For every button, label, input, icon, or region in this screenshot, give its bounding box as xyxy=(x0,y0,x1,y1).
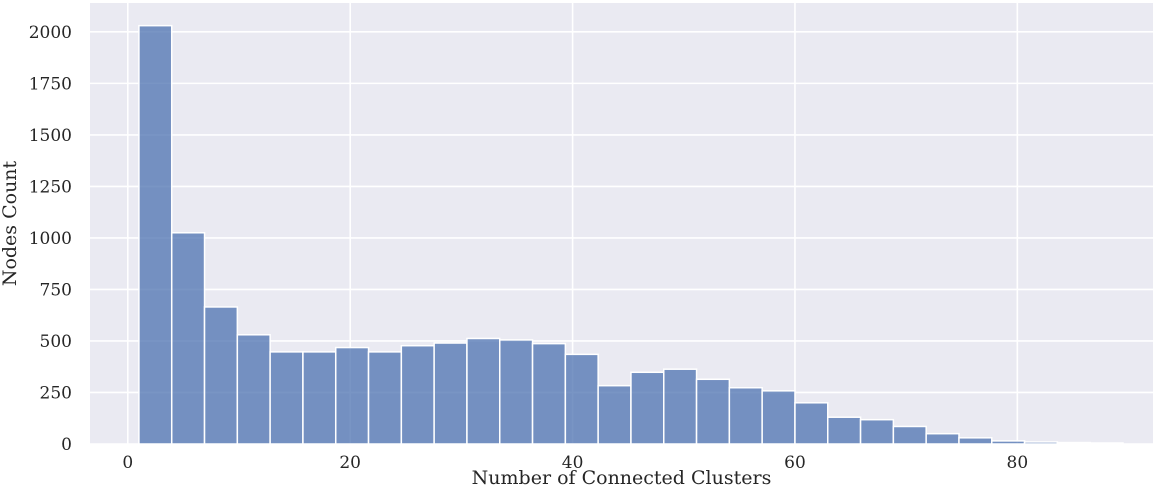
histogram-bar xyxy=(1056,441,1091,445)
y-tick-label: 1250 xyxy=(29,177,72,197)
y-tick-label: 500 xyxy=(40,332,72,352)
x-axis-label: Number of Connected Clusters xyxy=(472,467,772,487)
histogram-bar xyxy=(334,346,370,445)
histogram-bar xyxy=(1023,441,1059,445)
histogram-bar xyxy=(203,306,239,445)
histogram-bar xyxy=(498,339,534,445)
histogram-bar xyxy=(761,390,796,445)
x-tick-label: 80 xyxy=(1007,453,1029,473)
histogram-bar xyxy=(138,24,173,445)
histogram-bar xyxy=(367,351,403,445)
histogram-bar xyxy=(269,351,304,445)
y-tick-label: 1750 xyxy=(29,74,72,94)
histogram-bar xyxy=(433,342,468,445)
histogram-bar xyxy=(663,368,698,445)
histogram-bar xyxy=(597,384,632,445)
histogram-bar xyxy=(170,232,206,445)
histogram-bar xyxy=(1089,442,1124,445)
histogram-bar xyxy=(236,334,271,445)
histogram-bar xyxy=(794,402,829,445)
x-tick-label: 0 xyxy=(122,453,133,473)
histogram-bar xyxy=(827,416,862,445)
histogram-bar xyxy=(859,418,895,445)
histogram-bar xyxy=(695,378,731,445)
histogram-bar xyxy=(958,437,993,445)
histogram-bar xyxy=(564,353,599,445)
histogram-bar xyxy=(892,425,927,445)
histogram-bars xyxy=(138,24,1124,445)
histogram-bar xyxy=(531,342,567,445)
x-tick-label: 20 xyxy=(339,453,361,473)
histogram-bar xyxy=(466,337,501,445)
y-tick-label: 250 xyxy=(40,383,72,403)
y-tick-label: 0 xyxy=(61,435,72,455)
y-tick-label: 750 xyxy=(40,280,72,300)
x-tick-label: 60 xyxy=(784,453,806,473)
histogram-bar xyxy=(630,371,665,445)
y-tick-label: 1000 xyxy=(29,229,72,249)
y-tick-label: 1500 xyxy=(29,126,72,146)
x-axis-ticks: 0 20 40 60 80 xyxy=(122,453,1028,473)
histogram-bar xyxy=(925,432,960,445)
histogram-bar xyxy=(400,344,435,445)
y-axis-label: Nodes Count xyxy=(0,160,21,286)
x-tick-label: 40 xyxy=(562,453,584,473)
y-axis-ticks: 0 250 500 750 1000 1250 1500 1750 2000 xyxy=(29,23,72,455)
y-tick-label: 2000 xyxy=(29,23,72,43)
histogram-bar xyxy=(728,386,763,445)
histogram-bar xyxy=(991,440,1026,445)
histogram-bar xyxy=(302,351,337,445)
